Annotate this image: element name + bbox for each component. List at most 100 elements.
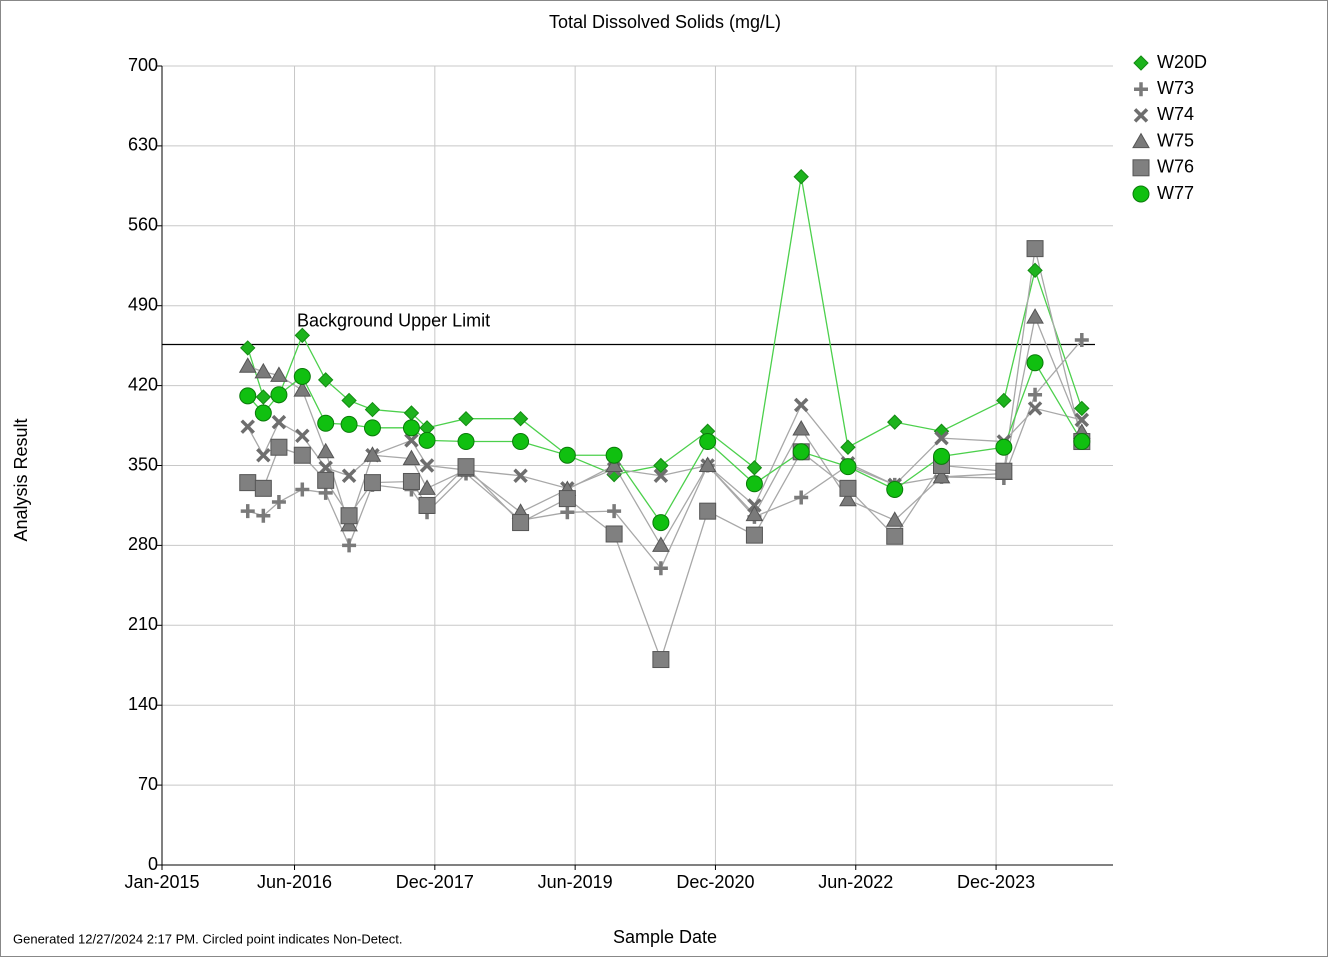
data-point — [934, 430, 949, 446]
legend-label: W75 — [1157, 130, 1194, 150]
data-point — [995, 462, 1013, 480]
data-point — [512, 410, 529, 427]
data-point — [652, 514, 670, 532]
data-point — [295, 482, 310, 497]
x-tick-label: Jun-2022 — [818, 872, 893, 892]
data-point — [239, 387, 257, 405]
y-tick-label: 490 — [128, 294, 158, 314]
data-point — [240, 419, 255, 434]
data-point — [271, 414, 287, 430]
y-tick-label: 0 — [148, 854, 158, 874]
data-point — [404, 433, 419, 448]
data-point — [363, 474, 381, 492]
legend-marker — [1133, 108, 1149, 123]
legend-label: W73 — [1157, 78, 1194, 98]
data-point — [886, 527, 904, 545]
data-point — [745, 475, 763, 493]
data-point — [1027, 262, 1043, 279]
data-point — [1074, 400, 1090, 417]
data-point — [746, 460, 763, 476]
data-point — [240, 504, 255, 519]
data-point — [341, 468, 357, 484]
data-point — [839, 458, 857, 476]
data-point — [457, 433, 475, 451]
y-tick-label: 350 — [128, 454, 158, 474]
data-point — [793, 397, 809, 413]
x-tick-label: Dec-2020 — [676, 872, 754, 892]
y-axis-label: Analysis Result — [11, 418, 31, 541]
data-point — [605, 456, 623, 472]
data-point — [239, 474, 257, 492]
data-point — [419, 458, 435, 473]
data-point — [512, 433, 530, 451]
data-point — [792, 419, 811, 436]
data-point — [652, 651, 670, 669]
data-point — [885, 511, 904, 527]
legend-label: W77 — [1157, 183, 1194, 203]
data-point — [418, 431, 436, 449]
data-point — [293, 381, 312, 397]
legend-label: W76 — [1157, 157, 1194, 177]
data-point — [256, 508, 271, 523]
data-point — [794, 490, 809, 505]
data-point — [402, 419, 420, 437]
data-point — [240, 340, 256, 356]
data-point — [793, 169, 809, 185]
data-point — [254, 362, 273, 379]
data-point — [340, 507, 358, 525]
data-point — [995, 438, 1013, 456]
data-point — [933, 447, 951, 465]
data-point — [699, 502, 717, 520]
data-point — [317, 414, 335, 432]
data-point — [1026, 308, 1044, 324]
data-point — [1026, 354, 1044, 372]
y-tick-label: 420 — [128, 374, 158, 394]
data-point — [1074, 412, 1090, 428]
legend-marker — [1132, 132, 1150, 149]
data-point — [512, 514, 530, 532]
data-point — [699, 433, 717, 451]
data-point — [318, 460, 333, 476]
data-point — [418, 479, 436, 495]
y-tick-label: 560 — [128, 215, 158, 235]
data-point — [270, 438, 288, 456]
data-point — [271, 495, 286, 510]
data-point — [293, 446, 311, 464]
data-point — [418, 496, 436, 514]
data-point — [294, 327, 311, 344]
data-point — [839, 490, 857, 507]
data-point — [256, 447, 271, 463]
data-point — [839, 479, 857, 497]
data-point — [652, 536, 670, 552]
data-point — [340, 415, 358, 433]
data-point — [653, 468, 669, 484]
data-point — [364, 401, 381, 418]
data-point — [293, 367, 311, 385]
data-point — [887, 414, 903, 430]
data-point — [363, 446, 382, 462]
x-tick-label: Jun-2016 — [257, 872, 332, 892]
data-point — [341, 392, 357, 409]
data-point — [316, 442, 335, 459]
data-point — [1027, 401, 1043, 416]
data-point — [558, 446, 576, 464]
x-tick-label: Jun-2019 — [538, 872, 613, 892]
data-point — [457, 458, 475, 476]
y-tick-label: 140 — [128, 694, 158, 714]
data-point — [317, 372, 334, 388]
data-point — [605, 525, 623, 543]
data-point — [513, 468, 528, 484]
legend-marker — [1132, 185, 1150, 203]
data-point — [254, 404, 272, 422]
data-point — [363, 419, 381, 437]
data-point — [1073, 433, 1091, 451]
data-point — [270, 386, 288, 404]
x-axis-label: Sample Date — [613, 927, 717, 947]
data-point — [255, 389, 272, 405]
legend-marker — [1133, 55, 1149, 71]
legend-label: W20D — [1157, 52, 1207, 72]
data-point — [238, 357, 257, 373]
data-point — [1026, 240, 1044, 258]
data-point — [745, 505, 764, 522]
